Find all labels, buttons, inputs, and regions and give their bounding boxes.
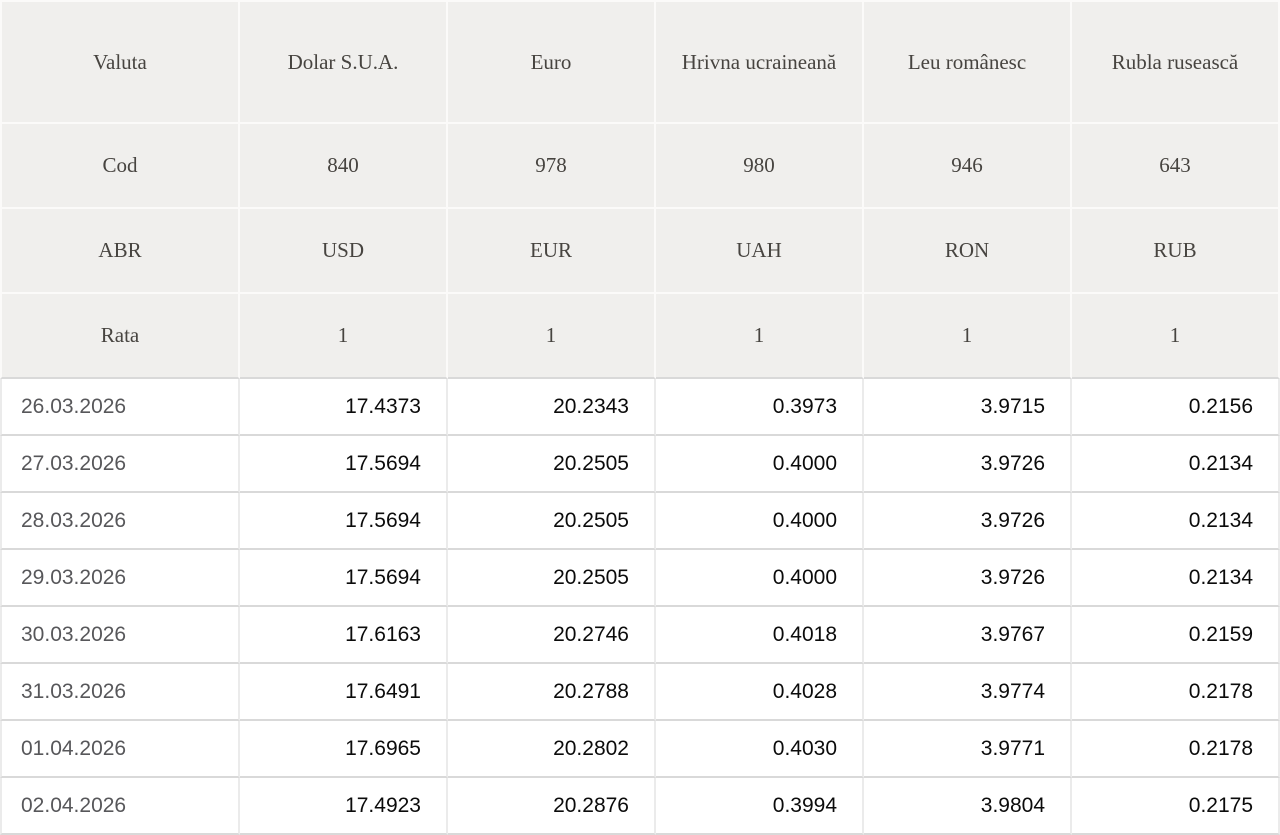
rate-ron: 3.9726 — [864, 550, 1072, 607]
rata-eur: 1 — [448, 294, 656, 379]
rate-row: 26.03.2026 17.4373 20.2343 0.3973 3.9715… — [0, 379, 1280, 436]
rata-usd: 1 — [240, 294, 448, 379]
rate-eur: 20.2876 — [448, 778, 656, 835]
abr-rub: RUB — [1072, 209, 1280, 294]
rate-rub: 0.2156 — [1072, 379, 1280, 436]
cod-ron: 946 — [864, 124, 1072, 209]
rate-usd: 17.5694 — [240, 550, 448, 607]
abr-ron: RON — [864, 209, 1072, 294]
rate-ron: 3.9771 — [864, 721, 1072, 778]
rate-ron: 3.9726 — [864, 493, 1072, 550]
rate-rub: 0.2134 — [1072, 550, 1280, 607]
header-row-currency-names: Valuta Dolar S.U.A. Euro Hrivna ucrainea… — [0, 0, 1280, 124]
corner-label-valuta: Valuta — [0, 0, 240, 124]
cod-eur: 978 — [448, 124, 656, 209]
row-label-rata: Rata — [0, 294, 240, 379]
column-header-eur: Euro — [448, 0, 656, 124]
rate-eur: 20.2343 — [448, 379, 656, 436]
rate-usd: 17.6163 — [240, 607, 448, 664]
rate-row: 28.03.2026 17.5694 20.2505 0.4000 3.9726… — [0, 493, 1280, 550]
rate-usd: 17.6965 — [240, 721, 448, 778]
rate-eur: 20.2505 — [448, 493, 656, 550]
rate-uah: 0.4030 — [656, 721, 864, 778]
column-header-usd: Dolar S.U.A. — [240, 0, 448, 124]
column-header-ron: Leu românesc — [864, 0, 1072, 124]
rate-uah: 0.3973 — [656, 379, 864, 436]
row-label-abr: ABR — [0, 209, 240, 294]
rate-uah: 0.4018 — [656, 607, 864, 664]
rate-row: 02.04.2026 17.4923 20.2876 0.3994 3.9804… — [0, 778, 1280, 835]
rata-ron: 1 — [864, 294, 1072, 379]
rate-eur: 20.2505 — [448, 436, 656, 493]
date-cell: 01.04.2026 — [0, 721, 240, 778]
column-header-uah: Hrivna ucraineană — [656, 0, 864, 124]
rate-row: 30.03.2026 17.6163 20.2746 0.4018 3.9767… — [0, 607, 1280, 664]
column-header-rub: Rubla rusească — [1072, 0, 1280, 124]
rate-uah: 0.4000 — [656, 436, 864, 493]
rate-usd: 17.5694 — [240, 493, 448, 550]
date-cell: 26.03.2026 — [0, 379, 240, 436]
rate-ron: 3.9767 — [864, 607, 1072, 664]
rata-rub: 1 — [1072, 294, 1280, 379]
header-row-cod: Cod 840 978 980 946 643 — [0, 124, 1280, 209]
rate-row: 29.03.2026 17.5694 20.2505 0.4000 3.9726… — [0, 550, 1280, 607]
date-cell: 27.03.2026 — [0, 436, 240, 493]
rate-row: 01.04.2026 17.6965 20.2802 0.4030 3.9771… — [0, 721, 1280, 778]
rate-rub: 0.2175 — [1072, 778, 1280, 835]
rate-eur: 20.2505 — [448, 550, 656, 607]
rate-uah: 0.4028 — [656, 664, 864, 721]
rate-rub: 0.2134 — [1072, 493, 1280, 550]
header-row-rata: Rata 1 1 1 1 1 — [0, 294, 1280, 379]
rate-uah: 0.4000 — [656, 550, 864, 607]
rate-uah: 0.4000 — [656, 493, 864, 550]
rate-eur: 20.2788 — [448, 664, 656, 721]
rate-eur: 20.2802 — [448, 721, 656, 778]
cod-uah: 980 — [656, 124, 864, 209]
header-row-abr: ABR USD EUR UAH RON RUB — [0, 209, 1280, 294]
abr-uah: UAH — [656, 209, 864, 294]
rate-usd: 17.6491 — [240, 664, 448, 721]
abr-usd: USD — [240, 209, 448, 294]
rata-uah: 1 — [656, 294, 864, 379]
rate-ron: 3.9774 — [864, 664, 1072, 721]
date-cell: 28.03.2026 — [0, 493, 240, 550]
date-cell: 29.03.2026 — [0, 550, 240, 607]
rate-usd: 17.5694 — [240, 436, 448, 493]
rate-row: 27.03.2026 17.5694 20.2505 0.4000 3.9726… — [0, 436, 1280, 493]
rate-rub: 0.2134 — [1072, 436, 1280, 493]
date-cell: 31.03.2026 — [0, 664, 240, 721]
date-cell: 30.03.2026 — [0, 607, 240, 664]
cod-rub: 643 — [1072, 124, 1280, 209]
rate-usd: 17.4373 — [240, 379, 448, 436]
rate-ron: 3.9715 — [864, 379, 1072, 436]
rate-rub: 0.2178 — [1072, 664, 1280, 721]
rate-row: 31.03.2026 17.6491 20.2788 0.4028 3.9774… — [0, 664, 1280, 721]
rate-ron: 3.9804 — [864, 778, 1072, 835]
rate-ron: 3.9726 — [864, 436, 1072, 493]
rate-uah: 0.3994 — [656, 778, 864, 835]
rate-eur: 20.2746 — [448, 607, 656, 664]
row-label-cod: Cod — [0, 124, 240, 209]
cod-usd: 840 — [240, 124, 448, 209]
rate-usd: 17.4923 — [240, 778, 448, 835]
rate-rub: 0.2178 — [1072, 721, 1280, 778]
date-cell: 02.04.2026 — [0, 778, 240, 835]
abr-eur: EUR — [448, 209, 656, 294]
rate-rub: 0.2159 — [1072, 607, 1280, 664]
